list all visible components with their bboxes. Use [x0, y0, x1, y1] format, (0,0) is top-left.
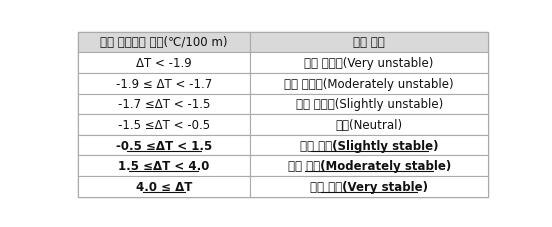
Text: 역전 강도: 역전 강도	[353, 36, 385, 49]
Bar	[77, 74, 250, 94]
Text: -1.7 ≤ΔT < -1.5: -1.7 ≤ΔT < -1.5	[118, 98, 210, 111]
Text: 약한 안정(Slightly stable): 약한 안정(Slightly stable)	[300, 139, 438, 152]
Bar	[250, 115, 489, 135]
Text: 4.0 ≤ ΔT: 4.0 ≤ ΔT	[136, 180, 192, 193]
Text: -1.5 ≤ΔT < -0.5: -1.5 ≤ΔT < -0.5	[118, 118, 210, 131]
Text: -0.5 ≤ΔT < 1.5: -0.5 ≤ΔT < 1.5	[116, 139, 212, 152]
Bar	[77, 115, 250, 135]
Bar	[250, 94, 489, 115]
Bar	[250, 176, 489, 197]
Bar	[77, 135, 250, 156]
Bar	[77, 32, 250, 53]
Text: 1.5 ≤ΔT < 4.0: 1.5 ≤ΔT < 4.0	[118, 160, 210, 173]
Text: 중간 불안정(Moderately unstable): 중간 불안정(Moderately unstable)	[284, 77, 454, 90]
Text: ΔT < -1.9: ΔT < -1.9	[136, 57, 192, 70]
Bar	[250, 32, 489, 53]
Bar	[77, 53, 250, 74]
Text: -1.9 ≤ ΔT < -1.7: -1.9 ≤ ΔT < -1.7	[116, 77, 212, 90]
Bar	[250, 135, 489, 156]
Text: 수직 온도변화 범위(℃/100 m): 수직 온도변화 범위(℃/100 m)	[100, 36, 227, 49]
Bar	[250, 74, 489, 94]
Text: 매우 안정(Very stable): 매우 안정(Very stable)	[310, 180, 428, 193]
Text: 약한 불안정(Slightly unstable): 약한 불안정(Slightly unstable)	[295, 98, 443, 111]
Bar	[250, 156, 489, 176]
Bar	[77, 156, 250, 176]
Text: 매우 불안정(Very unstable): 매우 불안정(Very unstable)	[305, 57, 434, 70]
Bar	[77, 176, 250, 197]
Bar	[250, 53, 489, 74]
Text: 중립(Neutral): 중립(Neutral)	[336, 118, 403, 131]
Text: 중간 안정(Moderately stable): 중간 안정(Moderately stable)	[288, 160, 451, 173]
Bar	[77, 94, 250, 115]
